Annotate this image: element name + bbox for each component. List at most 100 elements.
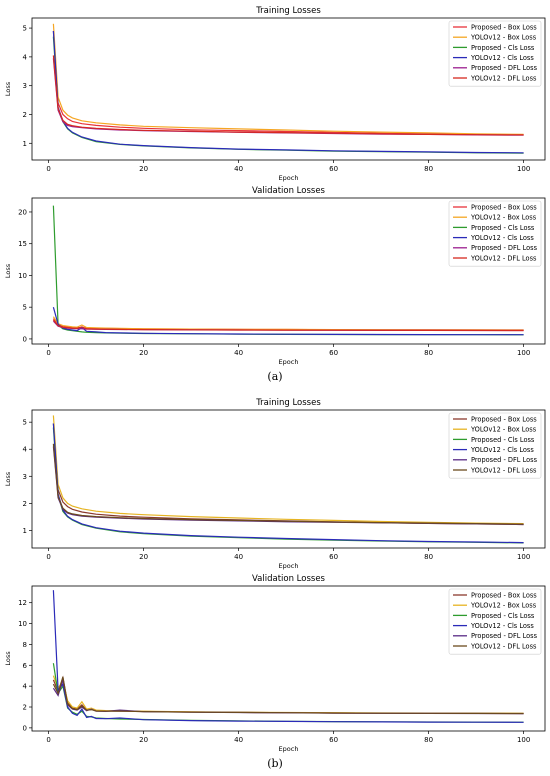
legend-label: Proposed - Box Loss <box>471 415 537 423</box>
y-axis-label: Loss <box>4 81 12 96</box>
y-tick-label: 5 <box>23 419 27 427</box>
legend-label: Proposed - DFL Loss <box>471 456 538 464</box>
y-tick-label: 15 <box>18 240 27 248</box>
x-tick-label: 20 <box>139 553 148 561</box>
legend: Proposed - Box Loss YOLOv12 - Box Loss Pro… <box>448 588 542 655</box>
y-tick-label: 0 <box>23 724 27 732</box>
caption-a: (a) <box>267 370 283 383</box>
x-axis-label: Epoch <box>279 174 299 182</box>
x-tick-label: 0 <box>46 165 50 173</box>
legend-box <box>448 588 542 655</box>
series-line-1 <box>52 675 524 715</box>
x-tick-label: 40 <box>234 553 243 561</box>
chart-1: Training Losses 0 20 40 60 80 100 1 2 3 4 5 Epoch Los… <box>4 6 546 182</box>
legend-label: Proposed - Cls Loss <box>471 436 535 444</box>
x-tick-label: 40 <box>234 736 243 744</box>
y-tick-label: 20 <box>18 208 27 216</box>
legend-label: Proposed - Box Loss <box>471 203 537 211</box>
y-axis-label: Loss <box>4 471 12 486</box>
y-tick-label: 5 <box>23 25 27 33</box>
legend-label: YOLOv12 - Box Loss <box>470 34 537 42</box>
legend-label: Proposed - DFL Loss <box>471 632 538 640</box>
chart-2: Validation Losses 0 20 40 60 80 100 0 5 10 15 20 Epo… <box>4 186 546 366</box>
legend-label: YOLOv12 - Cls Loss <box>470 446 534 454</box>
plot-frame <box>31 585 546 732</box>
x-tick-label: 0 <box>46 736 50 744</box>
series-line-2 <box>52 675 524 714</box>
y-tick-label: 3 <box>23 473 27 481</box>
x-tick-label: 60 <box>329 553 338 561</box>
x-axis-label: Epoch <box>279 358 299 366</box>
x-tick-label: 20 <box>139 736 148 744</box>
x-tick-label: 0 <box>46 349 50 357</box>
series-line-6 <box>52 443 524 525</box>
x-tick-label: 20 <box>139 349 148 357</box>
x-tick-label: 20 <box>139 165 148 173</box>
series-line-4 <box>52 423 524 544</box>
chart-title: Validation Losses <box>252 574 326 584</box>
legend-label: YOLOv12 - Cls Loss <box>470 622 534 630</box>
legend-box <box>448 20 542 87</box>
series-line-2 <box>52 415 524 525</box>
y-tick-label: 2 <box>23 111 27 119</box>
series-line-2 <box>52 316 524 331</box>
series-line-4 <box>52 307 524 336</box>
legend: Proposed - Box Loss YOLOv12 - Box Loss Pro… <box>448 200 542 267</box>
y-tick-label: 4 <box>23 683 28 691</box>
legend-label: YOLOv12 - DFL Loss <box>470 254 537 262</box>
legend-label: Proposed - Cls Loss <box>471 224 535 232</box>
x-axis-label: Epoch <box>279 562 299 570</box>
legend-label: YOLOv12 - Box Loss <box>470 426 537 434</box>
legend-box <box>448 412 542 479</box>
legend-box <box>448 200 542 267</box>
x-tick-label: 100 <box>517 736 530 744</box>
plot-frame <box>31 409 546 549</box>
series-line-4 <box>52 590 524 723</box>
legend-label: Proposed - DFL Loss <box>471 244 538 252</box>
x-tick-label: 100 <box>517 553 530 561</box>
plot-frame <box>31 197 546 345</box>
y-axis-label: Loss <box>4 651 12 666</box>
x-tick-label: 60 <box>329 165 338 173</box>
series-line-6 <box>52 319 524 332</box>
series-line-2 <box>52 23 524 135</box>
x-tick-label: 80 <box>424 165 433 173</box>
legend-label: Proposed - Cls Loss <box>471 612 535 620</box>
chart-title: Training Losses <box>255 6 321 16</box>
y-tick-label: 2 <box>23 704 27 712</box>
y-tick-label: 10 <box>18 272 27 280</box>
legend-label: YOLOv12 - DFL Loss <box>470 74 537 82</box>
legend-label: YOLOv12 - Box Loss <box>470 602 537 610</box>
series-line-5 <box>52 679 524 715</box>
x-tick-label: 100 <box>517 349 530 357</box>
x-tick-label: 0 <box>46 553 50 561</box>
y-tick-label: 4 <box>23 53 28 61</box>
x-tick-label: 80 <box>424 349 433 357</box>
chart-4: Validation Losses 0 20 40 60 80 100 0 2 4 6 8 10 12 Ep… <box>4 574 546 753</box>
legend-label: YOLOv12 - Box Loss <box>470 214 537 222</box>
legend-label: YOLOv12 - Cls Loss <box>470 234 534 242</box>
y-axis-label: Loss <box>4 263 12 278</box>
y-tick-label: 1 <box>23 527 27 535</box>
x-tick-label: 40 <box>234 349 243 357</box>
plot-frame <box>31 17 546 161</box>
legend-label: Proposed - DFL Loss <box>471 64 538 72</box>
series-line-6 <box>52 676 524 715</box>
legend-label: Proposed - Box Loss <box>471 591 537 599</box>
legend-label: YOLOv12 - Cls Loss <box>470 54 534 62</box>
x-tick-label: 80 <box>424 553 433 561</box>
chart-title: Training Losses <box>255 398 321 408</box>
series-line-4 <box>52 30 524 154</box>
series-line-6 <box>52 55 524 136</box>
x-tick-label: 60 <box>329 736 338 744</box>
y-tick-label: 1 <box>23 140 27 148</box>
y-tick-label: 8 <box>23 641 27 649</box>
caption-b: (b) <box>267 757 283 770</box>
chart-3: Training Losses 0 20 40 60 80 100 1 2 3 4 5 Epoch Los… <box>4 398 546 570</box>
x-axis-label: Epoch <box>279 745 299 753</box>
y-tick-label: 5 <box>23 304 27 312</box>
legend-label: YOLOv12 - DFL Loss <box>470 642 537 650</box>
y-tick-label: 2 <box>23 500 27 508</box>
y-tick-label: 12 <box>18 599 27 607</box>
